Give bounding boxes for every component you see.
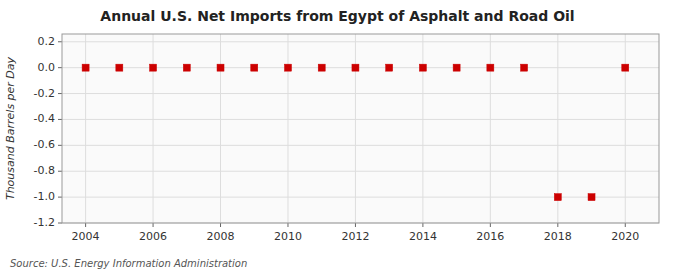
point bbox=[284, 64, 291, 71]
y-grid-line bbox=[62, 93, 659, 94]
point bbox=[251, 64, 258, 71]
x-tick-label: 2006 bbox=[139, 230, 167, 243]
y-tick-label: -1.2 bbox=[34, 216, 55, 229]
x-tick bbox=[625, 223, 626, 227]
x-tick-label: 2018 bbox=[544, 230, 572, 243]
x-tick-label: 2012 bbox=[341, 230, 369, 243]
y-tick-label: -0.6 bbox=[34, 138, 55, 151]
x-tick bbox=[153, 223, 154, 227]
y-grid-line bbox=[62, 119, 659, 120]
x-tick bbox=[422, 223, 423, 227]
marks bbox=[82, 64, 629, 200]
x-tick bbox=[220, 223, 221, 227]
x-tick-label: 2020 bbox=[611, 230, 639, 243]
title: Annual U.S. Net Imports from Egypt of As… bbox=[100, 8, 574, 24]
axes: 0.2 0.0 -0.2 -0.4 -0.6 -0.8 -1.0 -1.2 2004 2006 20… bbox=[34, 35, 640, 243]
y-tick bbox=[58, 145, 62, 146]
y-tick bbox=[58, 171, 62, 172]
point bbox=[217, 64, 224, 71]
point bbox=[521, 64, 528, 71]
x-grid-line bbox=[153, 34, 154, 223]
y-tick bbox=[58, 67, 62, 68]
y-tick bbox=[58, 197, 62, 198]
x-tick-label: 2004 bbox=[72, 230, 100, 243]
point bbox=[183, 64, 190, 71]
y-tick bbox=[58, 119, 62, 120]
y-tick-label: -0.4 bbox=[34, 112, 55, 125]
point bbox=[82, 64, 89, 71]
x-grid-line bbox=[355, 34, 356, 223]
x-grid-line bbox=[422, 34, 423, 223]
x-tick bbox=[557, 223, 558, 227]
grid bbox=[62, 34, 659, 223]
y-tick bbox=[58, 223, 62, 224]
point bbox=[622, 64, 629, 71]
y-grid-line bbox=[62, 197, 659, 198]
y-tick bbox=[58, 41, 62, 42]
point bbox=[150, 64, 157, 71]
point bbox=[318, 64, 325, 71]
x-grid-line bbox=[625, 34, 626, 223]
x-grid-line bbox=[85, 34, 86, 223]
y-axis-label: Thousand Barrels per Day bbox=[4, 56, 17, 200]
point bbox=[453, 64, 460, 71]
y-tick-label: 0.0 bbox=[38, 61, 56, 74]
point bbox=[588, 194, 595, 201]
y-grid-line bbox=[62, 145, 659, 146]
chart: 0.2 0.0 -0.2 -0.4 -0.6 -0.8 -1.0 -1.2 2004 2006 20… bbox=[0, 0, 675, 275]
x-tick-label: 2014 bbox=[409, 230, 437, 243]
x-tick-label: 2008 bbox=[207, 230, 235, 243]
y-tick-label: -0.8 bbox=[34, 164, 55, 177]
x-tick bbox=[287, 223, 288, 227]
source-note: Source: U.S. Energy Information Administ… bbox=[10, 258, 247, 269]
x-grid-line bbox=[490, 34, 491, 223]
plot-area bbox=[62, 34, 659, 223]
x-tick-label: 2016 bbox=[476, 230, 504, 243]
plot-frame bbox=[62, 34, 659, 223]
y-tick-label: -0.2 bbox=[34, 87, 55, 100]
point bbox=[352, 64, 359, 71]
x-tick bbox=[355, 223, 356, 227]
y-grid-line bbox=[62, 41, 659, 42]
x-grid-line bbox=[287, 34, 288, 223]
y-grid-line bbox=[62, 171, 659, 172]
x-tick bbox=[490, 223, 491, 227]
point bbox=[554, 194, 561, 201]
x-tick-label: 2010 bbox=[274, 230, 302, 243]
x-tick bbox=[85, 223, 86, 227]
point bbox=[386, 64, 393, 71]
y-tick-label: -1.0 bbox=[34, 190, 55, 203]
point bbox=[487, 64, 494, 71]
point bbox=[116, 64, 123, 71]
point bbox=[419, 64, 426, 71]
y-tick bbox=[58, 93, 62, 94]
x-grid-line bbox=[220, 34, 221, 223]
y-tick-label: 0.2 bbox=[38, 35, 56, 48]
